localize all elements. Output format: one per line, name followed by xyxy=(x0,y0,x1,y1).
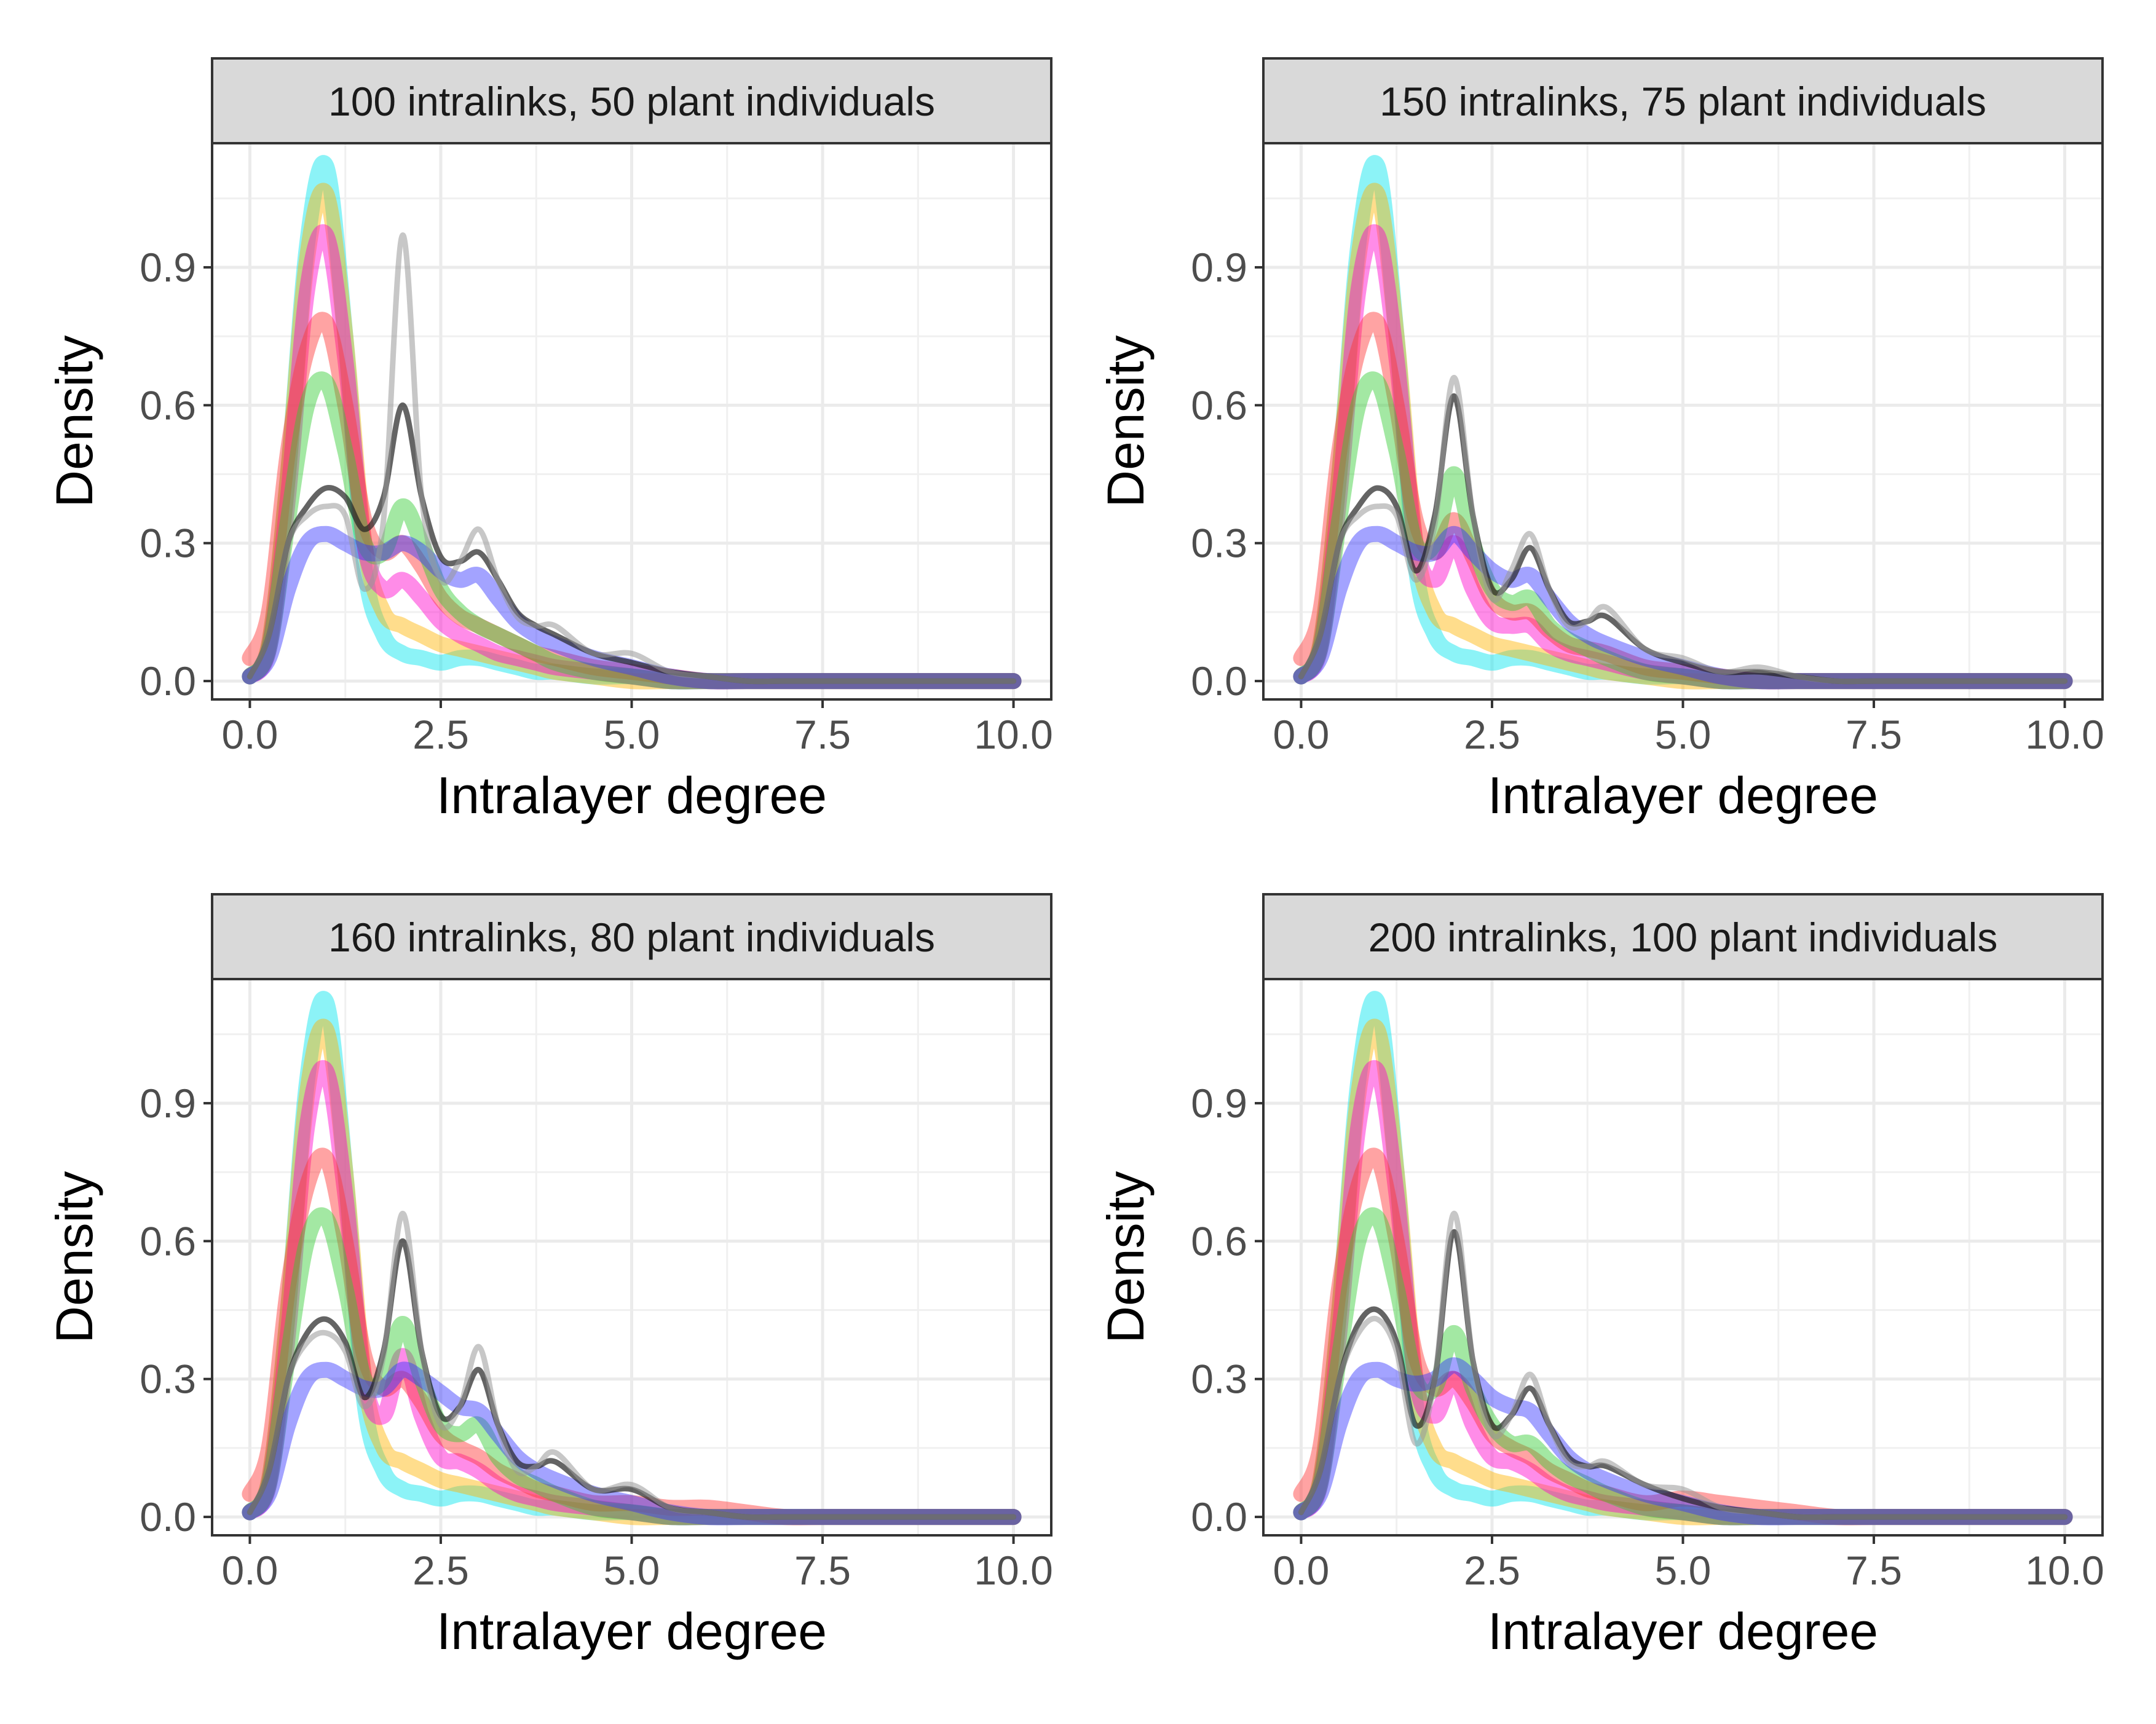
x-tick-label: 7.5 xyxy=(1846,712,1902,757)
x-tick-label: 10.0 xyxy=(2025,712,2104,757)
gridlines xyxy=(212,143,1051,699)
density-series-8 xyxy=(1298,374,2068,685)
x-tick-label: 2.5 xyxy=(413,1548,469,1593)
series-group xyxy=(242,991,1022,1525)
strip-label: 150 intralinks, 75 plant individuals xyxy=(1380,79,1986,124)
y-tick-label: 0.3 xyxy=(140,521,196,566)
y-tick-label: 0.9 xyxy=(140,1080,196,1126)
x-axis-title: Intralayer degree xyxy=(436,766,827,824)
density-series-8 xyxy=(247,1210,1017,1521)
x-tick-label: 7.5 xyxy=(794,1548,851,1593)
x-tick-label: 5.0 xyxy=(1655,712,1712,757)
y-axis-title: Density xyxy=(1097,335,1155,507)
y-axis-title: Density xyxy=(1097,1171,1155,1343)
x-tick-label: 7.5 xyxy=(1846,1548,1902,1593)
x-tick-label: 10.0 xyxy=(974,712,1052,757)
strip-background xyxy=(211,57,1052,144)
y-axis-title: Density xyxy=(45,1171,103,1343)
y-tick-label: 0.9 xyxy=(1191,1080,1247,1126)
x-tick-label: 5.0 xyxy=(604,1548,660,1593)
x-tick-label: 2.5 xyxy=(1464,712,1520,757)
y-tick-label: 0.9 xyxy=(140,245,196,290)
y-tick-label: 0.3 xyxy=(1191,1356,1247,1402)
y-axis-title: Density xyxy=(45,335,103,507)
y-tick-label: 0.0 xyxy=(1191,1494,1247,1540)
x-tick-label: 0.0 xyxy=(1273,712,1330,757)
y-tick-label: 0.6 xyxy=(1191,1218,1247,1264)
x-tick-label: 0.0 xyxy=(222,712,278,757)
gridlines xyxy=(212,979,1051,1535)
x-tick-label: 10.0 xyxy=(974,1548,1052,1593)
x-tick-label: 5.0 xyxy=(1655,1548,1712,1593)
y-tick-label: 0.3 xyxy=(1191,521,1247,566)
y-tick-label: 0.6 xyxy=(1191,382,1247,428)
series-group xyxy=(242,155,1022,690)
panel-4: 200 intralinks, 100 plant individuals 0.0… xyxy=(1097,893,2104,1660)
series-group xyxy=(1293,991,2073,1525)
panel-2: 150 intralinks, 75 plant individuals 0.0 2… xyxy=(1097,57,2104,824)
x-tick-label: 0.0 xyxy=(222,1548,278,1593)
y-tick-label: 0.3 xyxy=(140,1356,196,1402)
x-axis-title: Intralayer degree xyxy=(436,1602,827,1660)
x-tick-label: 10.0 xyxy=(2025,1548,2104,1593)
strip-label: 100 intralinks, 50 plant individuals xyxy=(328,79,935,124)
strip-label: 200 intralinks, 100 plant individuals xyxy=(1368,915,1998,960)
strip-background xyxy=(211,893,1052,980)
y-tick-label: 0.0 xyxy=(140,658,196,704)
panel-1: 100 intralinks, 50 plant individuals 0.0 2… xyxy=(45,57,1053,824)
x-tick-label: 5.0 xyxy=(604,712,660,757)
density-series-8 xyxy=(1298,1210,2068,1521)
y-tick-label: 0.9 xyxy=(1191,245,1247,290)
x-tick-label: 2.5 xyxy=(413,712,469,757)
y-tick-label: 0.6 xyxy=(140,1218,196,1264)
x-tick-label: 2.5 xyxy=(1464,1548,1520,1593)
x-tick-label: 0.0 xyxy=(1273,1548,1330,1593)
strip-background xyxy=(1262,893,2104,980)
density-series-8 xyxy=(247,232,1017,685)
x-axis-title: Intralayer degree xyxy=(1488,766,1878,824)
y-tick-label: 0.6 xyxy=(140,382,196,428)
series-group xyxy=(1293,155,2073,690)
y-tick-label: 0.0 xyxy=(1191,658,1247,704)
x-tick-label: 7.5 xyxy=(794,712,851,757)
panel-3: 160 intralinks, 80 plant individuals 0.0 2… xyxy=(45,893,1053,1660)
strip-label: 160 intralinks, 80 plant individuals xyxy=(328,915,935,960)
y-tick-label: 0.0 xyxy=(140,1494,196,1540)
x-axis-title: Intralayer degree xyxy=(1488,1602,1878,1660)
